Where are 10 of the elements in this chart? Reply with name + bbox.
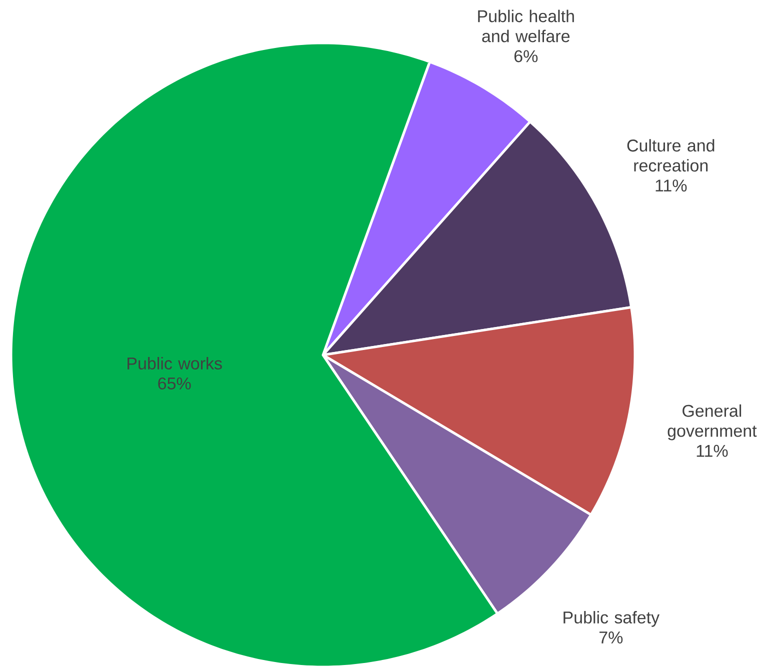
slice-label: General government xyxy=(668,404,757,440)
slice-label: Public safety xyxy=(564,611,660,627)
data-label: 11% xyxy=(656,180,687,192)
slice-label: Culture and recreation xyxy=(627,139,714,172)
slice-label: Public health and welfare xyxy=(478,10,574,42)
data-label: 11% xyxy=(696,444,728,457)
data-label: 6% xyxy=(514,50,538,62)
data-label: 65% xyxy=(158,377,191,390)
data-label: 7% xyxy=(599,632,623,644)
slice-label: Public works xyxy=(128,357,222,370)
